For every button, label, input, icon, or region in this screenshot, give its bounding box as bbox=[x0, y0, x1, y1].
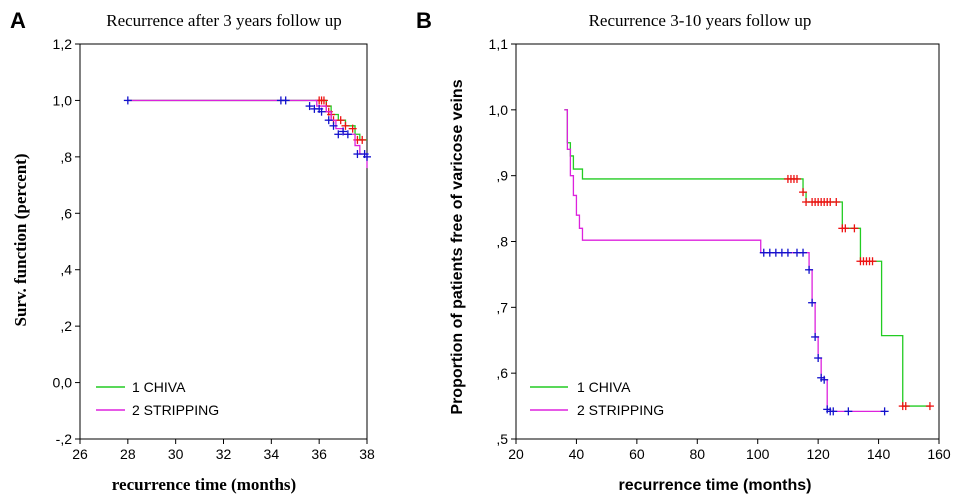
x-tick-label: 34 bbox=[264, 446, 280, 462]
y-tick-label: 1,0 bbox=[489, 102, 509, 118]
panel-b-title: Recurrence 3-10 years follow up bbox=[589, 11, 812, 30]
x-tick-label: 140 bbox=[867, 446, 891, 462]
censor-mark bbox=[814, 354, 823, 363]
censor-mark bbox=[363, 152, 371, 161]
censor-mark bbox=[319, 96, 328, 105]
censor-mark bbox=[901, 402, 910, 411]
censor-mark bbox=[820, 375, 829, 384]
censor-mark bbox=[343, 130, 352, 139]
panel-b: B Recurrence 3-10 years follow up recurr… bbox=[416, 8, 951, 494]
censor-mark bbox=[925, 402, 934, 411]
y-tick-label: ,9 bbox=[496, 168, 508, 184]
panel-a-legend-label-stripping: 2 STRIPPING bbox=[132, 402, 219, 418]
censor-mark bbox=[341, 121, 350, 130]
censor-mark bbox=[844, 407, 853, 416]
censor-mark bbox=[336, 116, 345, 125]
x-tick-label: 120 bbox=[806, 446, 830, 462]
y-tick-label: ,6 bbox=[496, 365, 508, 381]
censor-mark bbox=[808, 298, 817, 307]
y-tick-label: ,8 bbox=[60, 149, 72, 165]
x-tick-label: 30 bbox=[168, 446, 184, 462]
panel-a-legend: 1 CHIVA 2 STRIPPING bbox=[96, 379, 219, 418]
censor-mark bbox=[339, 127, 348, 136]
x-tick-label: 40 bbox=[569, 446, 585, 462]
y-tick-label: ,4 bbox=[60, 262, 72, 278]
y-tick-label: ,8 bbox=[496, 234, 508, 250]
x-tick-label: 100 bbox=[746, 446, 770, 462]
x-tick-label: 20 bbox=[508, 446, 524, 462]
series-line-2 bbox=[564, 109, 885, 412]
censor-mark bbox=[805, 265, 814, 274]
censor-mark bbox=[792, 174, 801, 183]
panel-a-letter: A bbox=[10, 8, 26, 33]
y-tick-label: ,5 bbox=[496, 431, 508, 447]
censor-mark bbox=[348, 124, 357, 133]
censor-mark bbox=[829, 407, 838, 416]
x-tick-label: 160 bbox=[927, 446, 951, 462]
x-tick-label: 80 bbox=[689, 446, 705, 462]
panel-a: A Recurrence after 3 years follow up rec… bbox=[10, 8, 375, 494]
panel-b-x-axis-label: recurrence time (months) bbox=[619, 477, 812, 494]
censor-mark bbox=[317, 107, 326, 116]
censor-mark bbox=[811, 332, 820, 341]
censor-mark bbox=[305, 102, 314, 111]
y-tick-label: -,2 bbox=[56, 431, 73, 447]
panel-b-legend-label-chiva: 1 CHIVA bbox=[577, 379, 631, 395]
panel-a-x-axis-label: recurrence time (months) bbox=[112, 475, 296, 494]
y-tick-label: 0,0 bbox=[53, 375, 73, 391]
x-tick-label: 28 bbox=[120, 446, 136, 462]
censor-mark bbox=[123, 96, 132, 105]
censor-mark bbox=[783, 248, 792, 257]
series-line-2 bbox=[127, 99, 368, 169]
x-tick-label: 36 bbox=[311, 446, 327, 462]
x-tick-label: 60 bbox=[629, 446, 645, 462]
y-tick-label: ,6 bbox=[60, 205, 72, 221]
censor-mark bbox=[799, 188, 808, 197]
panel-a-title: Recurrence after 3 years follow up bbox=[106, 11, 342, 30]
panel-a-legend-label-chiva: 1 CHIVA bbox=[132, 379, 186, 395]
y-tick-label: ,7 bbox=[496, 299, 508, 315]
x-tick-label: 32 bbox=[216, 446, 232, 462]
panel-a-y-axis-label: Surv. function (percent) bbox=[11, 154, 30, 327]
censor-mark bbox=[841, 224, 850, 233]
y-tick-label: 1,0 bbox=[53, 92, 73, 108]
panel-b-letter: B bbox=[416, 8, 432, 33]
panel-b-legend-label-stripping: 2 STRIPPING bbox=[577, 402, 664, 418]
censor-mark bbox=[281, 96, 290, 105]
censor-mark bbox=[850, 224, 859, 233]
censor-mark bbox=[324, 116, 333, 125]
series-line-1 bbox=[564, 109, 930, 407]
censor-mark bbox=[353, 150, 362, 159]
censor-mark bbox=[799, 248, 808, 257]
censor-mark bbox=[334, 130, 343, 139]
y-tick-label: ,2 bbox=[60, 318, 72, 334]
censor-mark bbox=[329, 121, 338, 130]
y-tick-label: 1,2 bbox=[53, 36, 73, 52]
censor-mark bbox=[868, 257, 877, 266]
censor-mark bbox=[358, 135, 367, 144]
censor-mark bbox=[880, 407, 889, 416]
x-tick-label: 38 bbox=[359, 446, 375, 462]
x-tick-label: 26 bbox=[72, 446, 88, 462]
censor-mark bbox=[832, 198, 841, 206]
y-tick-label: 1,1 bbox=[489, 36, 509, 52]
panel-b-y-axis-label: Proportion of patients free of varicose … bbox=[449, 79, 466, 414]
panel-b-legend: 1 CHIVA 2 STRIPPING bbox=[530, 379, 664, 418]
